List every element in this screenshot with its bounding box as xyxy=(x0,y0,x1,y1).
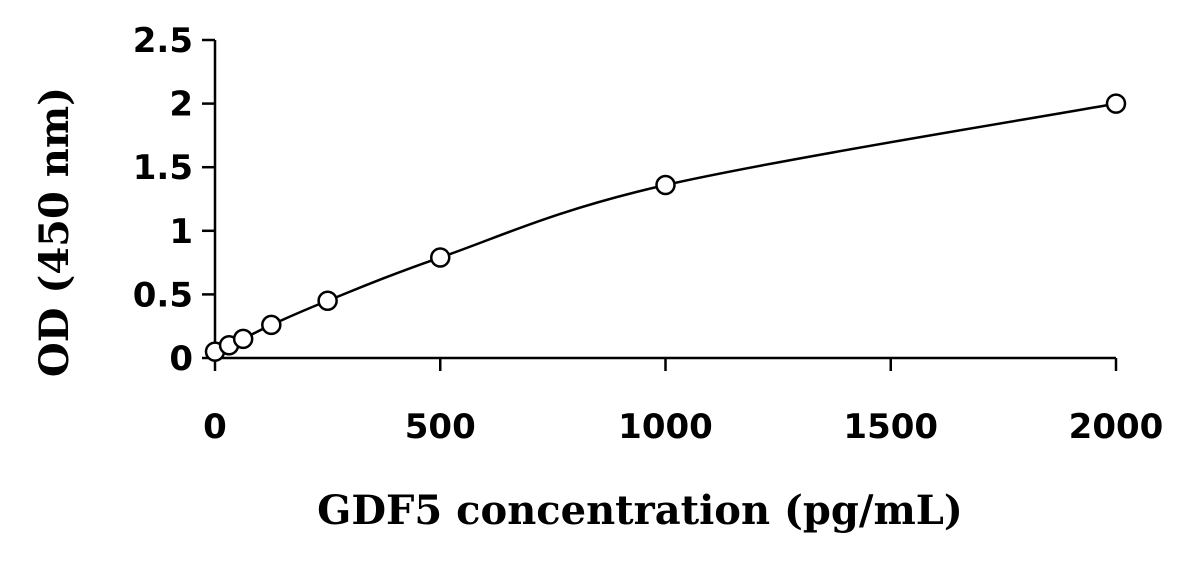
y-tick-label: 1.5 xyxy=(133,148,193,188)
x-tick-label: 1500 xyxy=(843,407,938,447)
data-point xyxy=(261,314,282,336)
y-axis-title: OD (450 nm) xyxy=(31,87,78,377)
x-axis-title: GDF5 concentration (pg/mL) xyxy=(317,487,963,534)
x-tick-label: 500 xyxy=(405,407,476,447)
y-tick-label: 1 xyxy=(169,212,193,252)
y-tick-label: 2 xyxy=(169,85,193,125)
axes xyxy=(213,40,1116,360)
y-tick-label: 2.5 xyxy=(133,21,193,61)
data-point xyxy=(317,290,338,312)
data-point xyxy=(1105,93,1127,114)
y-tick-label: 0 xyxy=(169,339,193,379)
data-point xyxy=(430,247,451,268)
series-fit-line xyxy=(214,102,1117,353)
data-point xyxy=(655,174,676,196)
x-tick-label: 0 xyxy=(203,407,227,447)
fit-curve xyxy=(214,102,1117,353)
ticks: 0 0.5 1 1.5 2 2.5 0 500 1000 1500 2000 xyxy=(133,21,1164,447)
y-tick-label: 0.5 xyxy=(133,275,193,315)
x-tick-label: 1000 xyxy=(618,407,713,447)
data-points xyxy=(204,93,1127,362)
data-point xyxy=(232,328,254,350)
x-tick-label: 2000 xyxy=(1069,407,1164,447)
